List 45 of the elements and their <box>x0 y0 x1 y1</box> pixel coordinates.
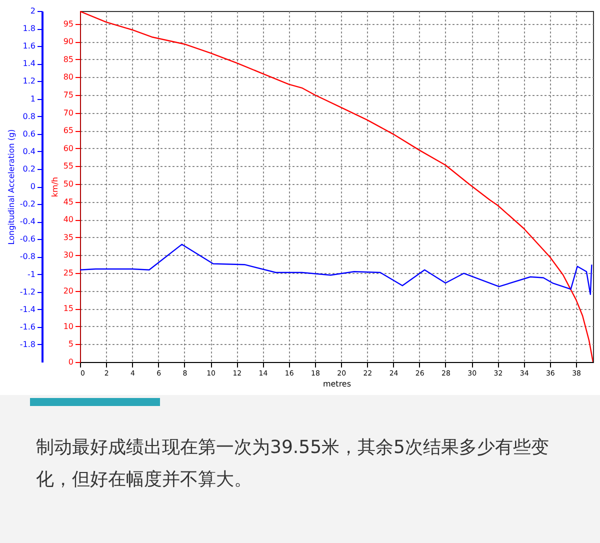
y2-tick-label: 1.4 <box>22 59 36 68</box>
y2-tick-label: -1.2 <box>20 287 36 296</box>
y-tick-label: 70 <box>63 108 74 118</box>
y-tick-label: 55 <box>63 162 74 171</box>
y-tick-label: 35 <box>63 232 74 242</box>
y2-tick-label: 2 <box>30 6 36 16</box>
y-tick-label: 65 <box>63 126 74 136</box>
y-tick-label: 60 <box>63 144 74 153</box>
y-tick-label: 80 <box>63 72 74 82</box>
x-axis-title: metres <box>322 380 352 388</box>
y-tick-label: 75 <box>63 90 74 100</box>
y-tick-label: 10 <box>63 322 74 331</box>
y2-tick-label: 1.6 <box>22 42 36 51</box>
y2-tick-label: -0.6 <box>20 234 36 244</box>
y-tick-label: 0 <box>68 358 74 366</box>
y-tick-label: 40 <box>63 215 74 224</box>
y2-tick-label: -0.8 <box>20 252 36 262</box>
line-series <box>80 244 592 296</box>
y-tick-label: 25 <box>63 268 74 278</box>
y-tick-label: 5 <box>68 340 74 349</box>
y2-tick-label: 0 <box>30 182 36 191</box>
y2-tick-label: 1.2 <box>22 76 36 86</box>
y2-tick-label: 0.6 <box>22 129 36 138</box>
y2-tick-label: -0.4 <box>20 217 36 226</box>
y2-tick-label: 1 <box>30 94 36 104</box>
y-tick-label: 30 <box>63 250 74 260</box>
y2-tick-label: 1.8 <box>22 24 36 34</box>
y2-tick-label: -1 <box>28 270 36 279</box>
y2-axis-title: Longitudinal Acceleration (g) <box>6 129 16 245</box>
y2-tick-label: -1.8 <box>20 340 36 349</box>
y-tick-label: 90 <box>63 37 74 46</box>
y-tick-label: 20 <box>63 286 74 296</box>
y-tick-label: 45 <box>63 197 74 206</box>
y-tick-label: 15 <box>63 304 74 314</box>
y2-tick-label: -0.2 <box>20 200 36 209</box>
y2-tick-label: 0.4 <box>22 146 36 156</box>
y-axis-title: km/h <box>50 176 60 198</box>
y2-tick-label: -1.4 <box>20 304 36 314</box>
y-tick-label: 50 <box>63 180 74 189</box>
y-tick-label: 85 <box>63 54 74 64</box>
text: 制动最好成绩出现在第一次为39.55米，其余5次结果多少有些变化，但好在幅度并不算大。 <box>36 436 550 492</box>
y2-tick-label: -1.6 <box>20 322 36 332</box>
y-tick-label: 95 <box>63 19 74 28</box>
y2-tick-label: 0.8 <box>22 112 36 121</box>
y2-tick-label: 0.2 <box>22 164 36 174</box>
